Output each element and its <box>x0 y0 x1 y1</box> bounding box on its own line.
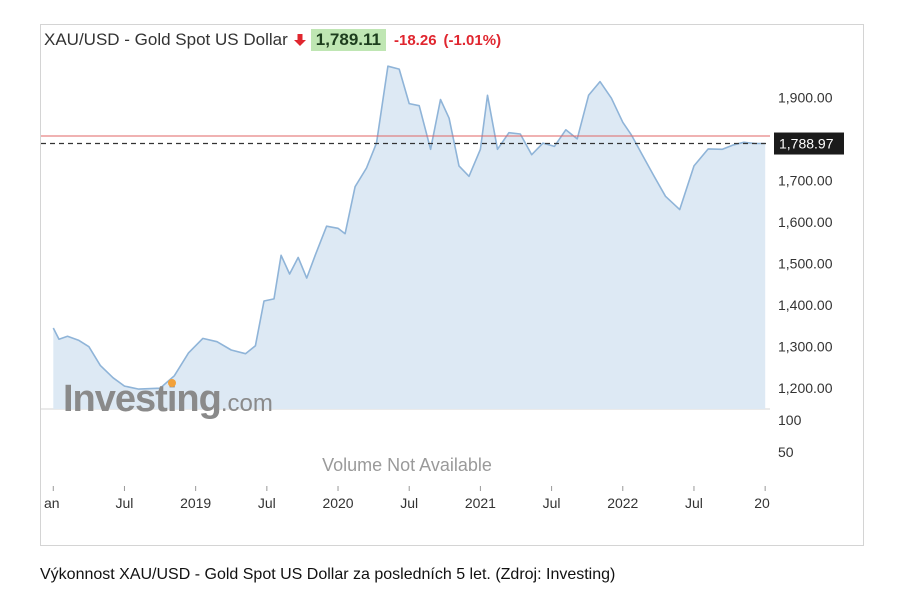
chart-frame <box>40 24 864 546</box>
y-tick-label: 1,300.00 <box>778 339 833 355</box>
price-area-fill <box>53 66 766 409</box>
watermark: Investing.com <box>63 378 273 420</box>
y-tick-label: 1,700.00 <box>778 172 833 188</box>
x-tick-label: 2020 <box>322 495 353 511</box>
x-tick-label: 2019 <box>180 495 211 511</box>
y-tick-label: 1,400.00 <box>778 297 833 313</box>
x-tick-label: 2021 <box>465 495 496 511</box>
volume-tick-label: 50 <box>778 444 794 460</box>
price-change-percent: (-1.01%) <box>443 31 502 49</box>
y-tick-label: 1,600.00 <box>778 214 833 230</box>
x-tick-label: 20 <box>754 495 770 511</box>
y-tick-label: 1,900.00 <box>778 89 833 105</box>
watermark-dot <box>168 379 176 387</box>
reference-lines <box>41 135 770 145</box>
y-axis: 1,200.00 1,300.00 1,400.00 1,500.00 1,600.00… <box>774 89 844 396</box>
x-tick-label: 2022 <box>607 495 638 511</box>
x-tick-label: Jul <box>258 495 276 511</box>
x-tick-label: Jul <box>116 495 134 511</box>
figure-caption: Výkonnost XAU/USD - Gold Spot US Dollar … <box>40 566 616 583</box>
watermark-group: Investing.com <box>63 378 273 420</box>
current-price-badge <box>774 132 844 155</box>
volume-tick-label: 100 <box>778 412 802 428</box>
current-price-label: 1,788.97 <box>779 136 834 152</box>
x-tick-label: Jul <box>685 495 703 511</box>
price-area <box>52 65 766 409</box>
x-tick-label: an <box>44 495 60 511</box>
price-line <box>52 65 766 390</box>
x-tick-label: Jul <box>543 495 561 511</box>
y-tick-label: 1,500.00 <box>778 256 833 272</box>
volume-not-available-note: Volume Not Available <box>322 455 492 475</box>
x-axis: an Jul 2019 Jul 2020 Jul 2021 Jul 2022 Jul 20 <box>44 486 770 511</box>
x-tick-label: Jul <box>400 495 418 511</box>
y-tick-label: 1,200.00 <box>778 380 833 396</box>
symbol-title[interactable]: XAU/USD - Gold Spot US Dollar <box>44 30 288 49</box>
chart-header: XAU/USD - Gold Spot US Dollar 1,789.11 -… <box>44 28 508 52</box>
last-price: 1,789.11 <box>310 29 386 51</box>
down-arrow-icon <box>293 34 306 46</box>
price-change: -18.26 <box>394 31 437 49</box>
